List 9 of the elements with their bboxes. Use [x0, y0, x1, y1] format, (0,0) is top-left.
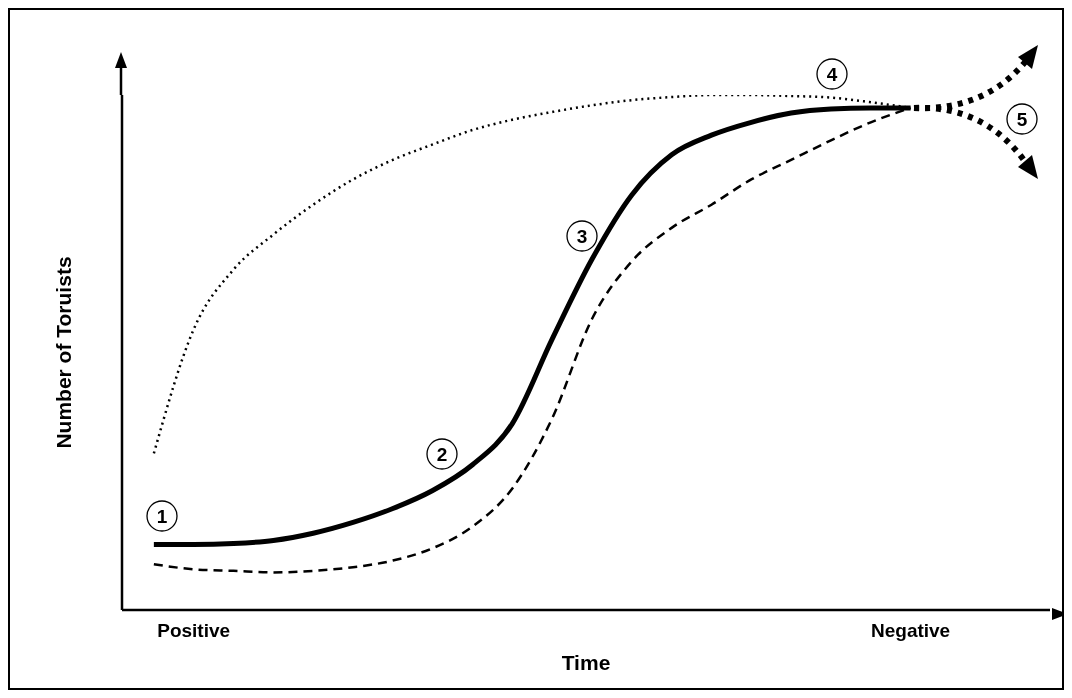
x-axis-title: Time [561, 651, 611, 674]
x-tick-label: Negative [871, 620, 951, 642]
annotation: 1 [156, 506, 168, 527]
y-axis-title: Number of Toruists [52, 256, 76, 449]
text: 4 [826, 64, 838, 85]
x-tick-label: Positive [157, 620, 231, 642]
annotation: 5 [1016, 109, 1028, 130]
annotation: 2 [436, 444, 448, 465]
annotation: 3 [576, 226, 588, 247]
